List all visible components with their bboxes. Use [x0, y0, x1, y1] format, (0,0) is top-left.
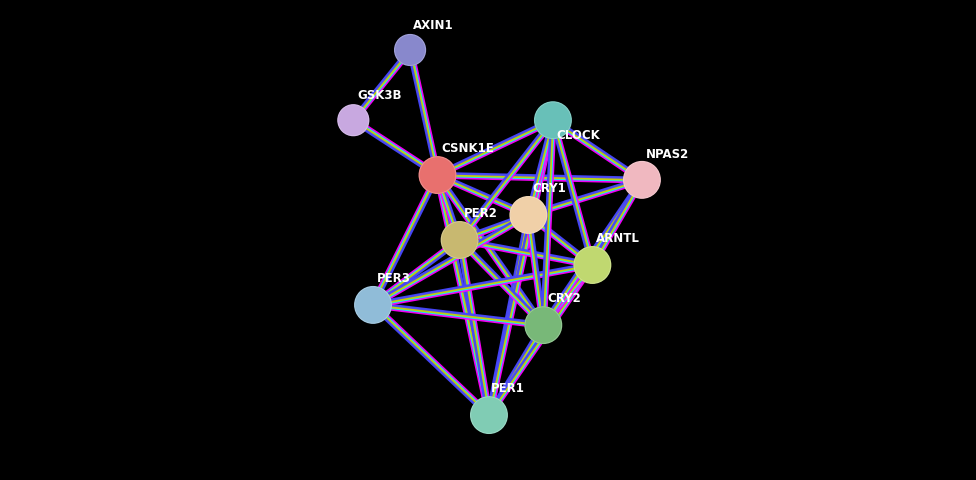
- Text: CSNK1E: CSNK1E: [441, 142, 494, 155]
- Text: CRY1: CRY1: [532, 181, 566, 194]
- Circle shape: [470, 397, 508, 433]
- Circle shape: [338, 106, 369, 136]
- Text: GSK3B: GSK3B: [357, 89, 402, 102]
- Text: CRY2: CRY2: [548, 291, 581, 304]
- Text: PER1: PER1: [491, 381, 525, 394]
- Circle shape: [535, 103, 571, 139]
- Circle shape: [525, 307, 561, 344]
- Text: CLOCK: CLOCK: [556, 129, 600, 142]
- Text: NPAS2: NPAS2: [646, 147, 689, 160]
- Circle shape: [420, 157, 456, 194]
- Circle shape: [354, 287, 391, 324]
- Text: PER2: PER2: [464, 206, 498, 219]
- Text: ARNTL: ARNTL: [596, 231, 640, 244]
- Text: PER3: PER3: [377, 271, 411, 284]
- Circle shape: [510, 197, 547, 234]
- Circle shape: [394, 36, 426, 66]
- Circle shape: [624, 162, 660, 199]
- Circle shape: [441, 222, 478, 259]
- Text: AXIN1: AXIN1: [413, 19, 454, 32]
- Circle shape: [574, 247, 611, 284]
